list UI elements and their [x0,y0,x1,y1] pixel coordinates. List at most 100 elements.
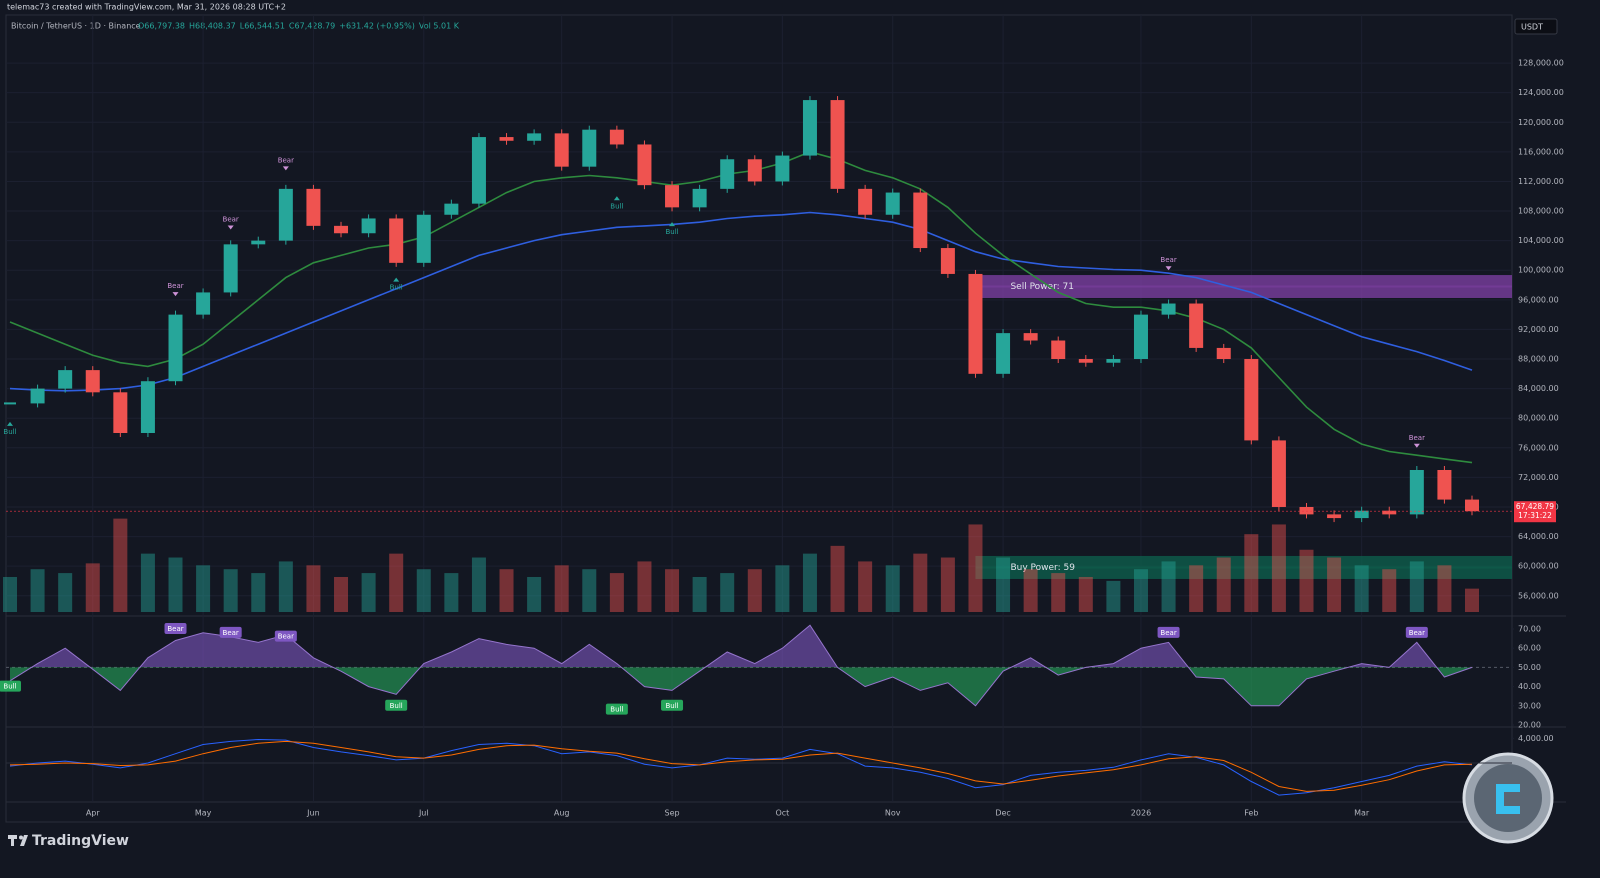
candle [802,100,817,156]
volume-bar [858,561,873,612]
candle [692,188,707,208]
last-price-box [1514,501,1556,523]
x-tick-label: Sep [664,809,679,818]
volume-bar [140,553,155,612]
x-tick-label: 2026 [1131,809,1151,818]
signal-marker [1165,266,1172,271]
candle [885,192,900,215]
candle [113,392,128,434]
coin-mark [1496,784,1520,814]
candle [1078,359,1093,363]
rsi-line [9,624,1473,707]
candle [196,292,211,315]
candle [30,388,45,404]
candle [168,314,183,382]
signal-box [274,630,297,642]
y-tick-label: 64,000.00 [1518,532,1559,541]
signal-label: Bull [3,683,16,691]
y-tick-label: 108,000.00 [1518,207,1564,216]
signal-marker [7,421,13,426]
y-tick-label: 120,000.00 [1518,118,1564,127]
candle [1051,340,1066,360]
signal-marker [227,225,234,230]
x-tick-label: Jun [306,809,320,818]
volume-bar [665,569,680,612]
signal-label: Bull [390,702,403,710]
rsi-area-below [10,667,1472,706]
volume-bar [1382,569,1397,612]
y-tick-label: 20.00 [1518,721,1541,730]
signal-box [0,680,21,692]
candle [416,214,431,263]
candle [940,248,955,274]
y-tick-label: 72,000.00 [1518,473,1559,482]
moving-average [9,151,1473,464]
volume-bar [1465,588,1479,612]
y-tick-label: 84,000.00 [1518,384,1559,393]
candle [1106,359,1121,363]
signal-label: Bear [278,633,294,641]
signal-label: Bear [278,156,294,164]
credit: telemac73 created with TradingView.com, … [7,3,286,12]
x-tick-label: Nov [885,809,901,818]
candle [554,133,569,167]
ohlc-value: C67,428.79 [289,22,335,31]
brand-logo [11,835,14,846]
candle [720,159,735,189]
y-tick-label: 128,000.00 [1518,59,1564,68]
volume-bar [444,573,459,612]
signal-label: Bear [1409,629,1425,637]
y-tick-label: 50.00 [1518,663,1541,672]
candle [609,129,624,145]
x-tick-label: Feb [1244,809,1258,818]
brand-name: TradingView [32,833,129,849]
candle [140,381,155,434]
signal-label: Bull [665,228,678,236]
brand: TradingView [8,833,129,849]
candle [582,129,597,167]
y-tick-label: 112,000.00 [1518,177,1564,186]
volume-bar [223,569,238,612]
candle [334,225,349,234]
ohlc-value: Vol 5.01 K [419,22,460,31]
y-tick-label: 40.00 [1518,682,1541,691]
candle [1299,506,1314,515]
signal-label: Bull [610,202,623,210]
volume-bar [499,569,514,612]
plot-layer: 56,000.0060,000.0064,000.0068,000.0072,0… [0,15,1564,818]
volume-bar [775,565,790,612]
candle [361,218,376,234]
candle [527,133,542,141]
signal-label: Bear [1160,629,1176,637]
volume-bar [1244,534,1259,612]
ohlc-value: O66,797.38 [138,22,185,31]
volume-bar [113,518,128,612]
y-tick-label: 80,000.00 [1518,414,1559,423]
signal-marker [172,292,179,297]
candle [223,244,238,293]
candle [665,185,680,208]
signal-marker [669,222,676,227]
candle [913,192,928,249]
candle [1437,469,1452,500]
macd-line [9,740,1473,792]
candle [389,218,404,263]
y-tick-label: 56,000.00 [1518,591,1559,600]
signal-label: Bull [390,284,403,292]
signal-label: Bull [3,428,16,436]
signal-label: Bear [223,216,239,224]
signal-box [219,626,242,638]
volume-bar [802,553,817,612]
candle [1023,333,1038,341]
ohlc-value: H68,408.37 [189,22,236,31]
volume-bar [885,565,900,612]
candle [1354,510,1369,519]
volume-bar [554,565,569,612]
volume-bar [968,524,983,612]
candle [4,402,16,405]
volume-bar [996,557,1011,612]
volume-bar [1189,565,1204,612]
y-tick-label: 100,000.00 [1518,266,1564,275]
x-tick-label: Apr [86,809,101,818]
